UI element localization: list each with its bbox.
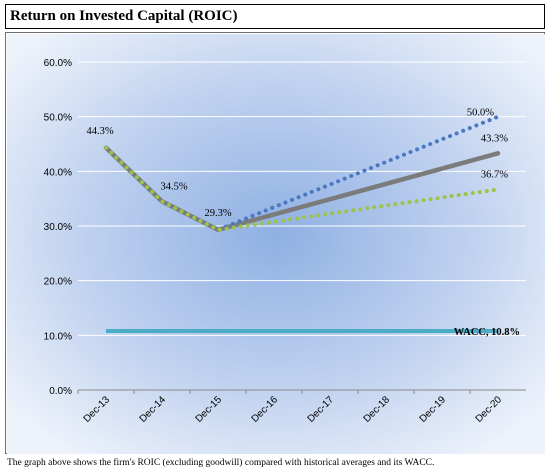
y-tick-label: 50.0% — [44, 113, 72, 124]
chart-title-bar: Return on Invested Capital (ROIC) — [5, 4, 545, 29]
data-label: 29.3% — [204, 208, 231, 219]
roic-line-chart: 0.0%10.0%20.0%30.0%40.0%50.0%60.0%Dec-13… — [7, 34, 545, 454]
series-line-blue-dotted — [104, 114, 500, 232]
data-label: 34.5% — [160, 181, 187, 192]
y-tick-label: 60.0% — [44, 58, 72, 69]
y-tick-label: 20.0% — [44, 277, 72, 288]
chart-frame: 0.0% 10.0% 20.0% 30.0% 40.0% 50.0% 60.0% Dec-13… — [5, 32, 545, 454]
chart-title: Return on Invested Capital (ROIC) — [10, 8, 238, 24]
y-tick-label: 40.0% — [44, 167, 72, 178]
series-line-gray-solid — [103, 145, 501, 233]
y-tick-label: 10.0% — [44, 331, 72, 342]
data-label: WACC, 10.8% — [454, 327, 520, 338]
y-tick-label: 0.0% — [49, 386, 72, 397]
chart-caption: The graph above shows the firm's ROIC (e… — [7, 458, 435, 468]
data-label: 43.3% — [481, 133, 508, 144]
data-label: 50.0% — [467, 108, 494, 119]
chart-background — [7, 34, 545, 454]
data-label: 44.3% — [86, 126, 113, 137]
y-tick-label: 30.0% — [44, 222, 72, 233]
data-label: 36.7% — [481, 169, 508, 180]
